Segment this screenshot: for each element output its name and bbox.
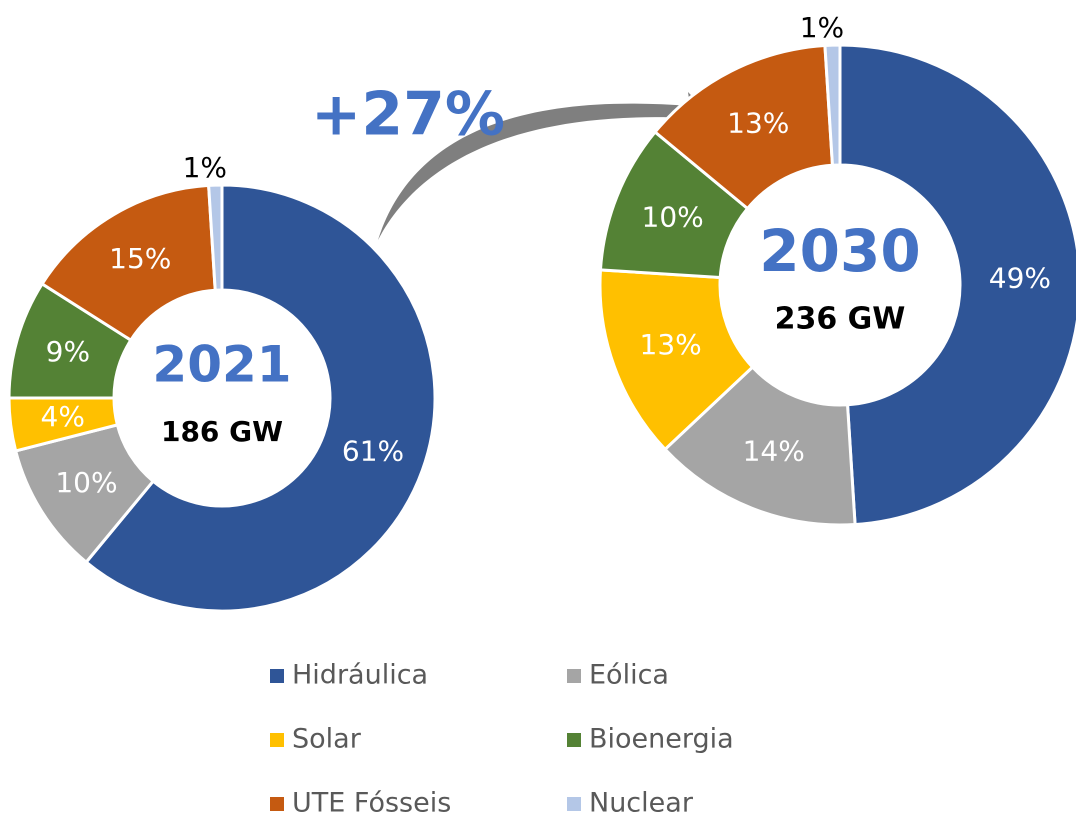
donut-segment bbox=[207, 183, 224, 292]
donut-segment bbox=[598, 268, 755, 452]
data-label: 9% bbox=[46, 335, 90, 368]
donut-segment bbox=[823, 43, 842, 167]
annotation: +27% bbox=[311, 80, 505, 150]
data-label: 15% bbox=[109, 242, 171, 275]
donut-segment bbox=[84, 183, 437, 613]
legend-label: Hidráulica bbox=[292, 660, 428, 691]
data-label: 1% bbox=[800, 11, 844, 44]
legend-swatch bbox=[270, 797, 284, 811]
data-label: 13% bbox=[640, 328, 702, 361]
legend-swatch bbox=[567, 733, 581, 747]
data-label: 4% bbox=[41, 400, 85, 433]
center-subtitle: 236 GW bbox=[775, 302, 906, 337]
center-title: 2021 bbox=[152, 336, 291, 394]
legend-label: Solar bbox=[292, 724, 362, 755]
data-label: 61% bbox=[342, 434, 404, 467]
legend-swatch bbox=[270, 733, 284, 747]
center-title: 2030 bbox=[759, 217, 920, 285]
legend-swatch bbox=[567, 669, 581, 683]
data-label: 1% bbox=[183, 151, 227, 184]
data-label: 14% bbox=[743, 434, 805, 467]
data-label: 13% bbox=[727, 107, 789, 140]
data-label: 10% bbox=[55, 466, 117, 499]
data-label: 49% bbox=[989, 261, 1051, 294]
legend-label: Bioenergia bbox=[589, 724, 734, 755]
center-subtitle: 186 GW bbox=[161, 415, 283, 448]
legend-swatch bbox=[567, 797, 581, 811]
legend-label: UTE Fósseis bbox=[292, 788, 451, 818]
donut-segment bbox=[652, 43, 835, 211]
data-label: 10% bbox=[642, 201, 704, 234]
legend-label: Nuclear bbox=[589, 788, 694, 818]
donut-segment bbox=[40, 183, 217, 343]
donut-segment bbox=[838, 43, 1076, 527]
arrow bbox=[378, 92, 705, 240]
legend-swatch bbox=[270, 669, 284, 683]
legend-label: Eólica bbox=[589, 660, 669, 691]
